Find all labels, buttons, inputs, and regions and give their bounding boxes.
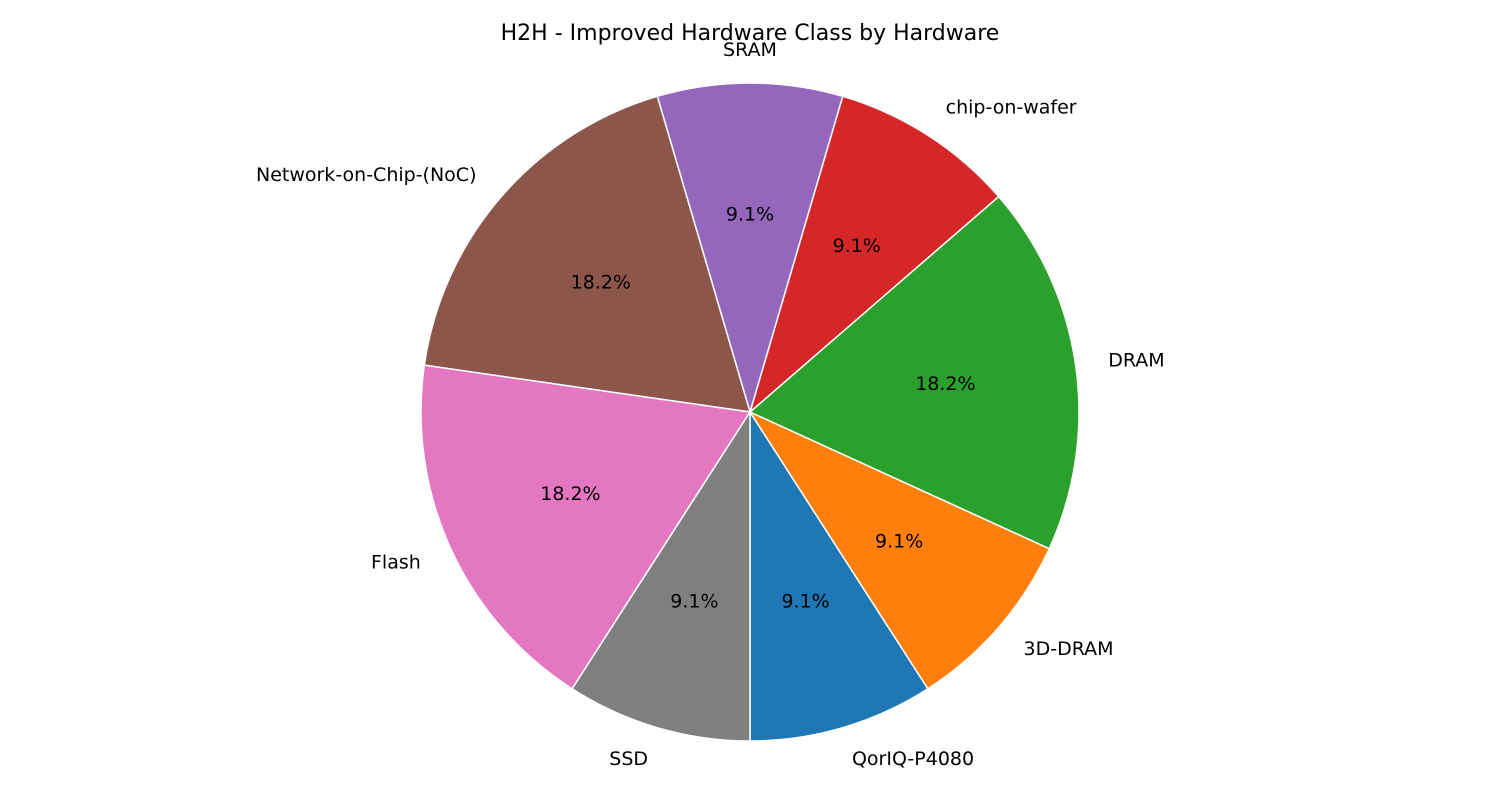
pie-label-qoriq-p4080: QorIQ-P4080: [852, 748, 974, 770]
pie-percent-chip-on-wafer: 9.1%: [833, 235, 881, 257]
pie-slice-flash: [420, 364, 752, 690]
pie-percent-qoriq-p4080: 9.1%: [781, 590, 829, 612]
pie-label-chip-on-wafer: chip-on-wafer: [946, 97, 1077, 119]
pie-label-flash: Flash: [371, 551, 421, 573]
pie-label-ssd: SSD: [609, 748, 648, 770]
pie-percent-flash: 18.2%: [540, 483, 600, 505]
pie-percent-ssd: 9.1%: [670, 590, 718, 612]
pie-category-labels: QorIQ-P4080 3D-DRAM DRAM chip-on-wafer SRAM N…: [256, 39, 1165, 770]
pie-percent-3d-dram: 9.1%: [875, 530, 923, 552]
pie-slices: [420, 82, 1080, 742]
pie-slice-sram: [656, 82, 844, 415]
pie-slice-ssd: [571, 409, 751, 742]
pie-label-dram: DRAM: [1108, 349, 1164, 371]
pie-slice-3d-dram: [747, 410, 1051, 690]
pie-percent-labels: 9.1% 9.1% 18.2% 9.1% 9.1% 18.2% 18.2% 9.1%: [540, 204, 975, 613]
pie-slice-dram: [748, 195, 1080, 550]
pie-percent-dram: 18.2%: [915, 373, 975, 395]
pie-slice-chip-on-wafer: [748, 95, 1000, 415]
pie-label-network-on-chip-noc: Network-on-Chip-(NoC): [256, 164, 477, 186]
pie-percent-sram: 9.1%: [726, 204, 774, 226]
pie-label-3d-dram: 3D-DRAM: [1024, 638, 1114, 660]
pie-label-sram: SRAM: [723, 39, 777, 61]
pie-slice-qoriq-p4080: [749, 409, 929, 742]
chart-title: H2H - Improved Hardware Class by Hardwar…: [501, 21, 1000, 46]
pie-slice-network-on-chip-noc: [423, 95, 752, 413]
pie-percent-network-on-chip-noc: 18.2%: [571, 272, 631, 294]
